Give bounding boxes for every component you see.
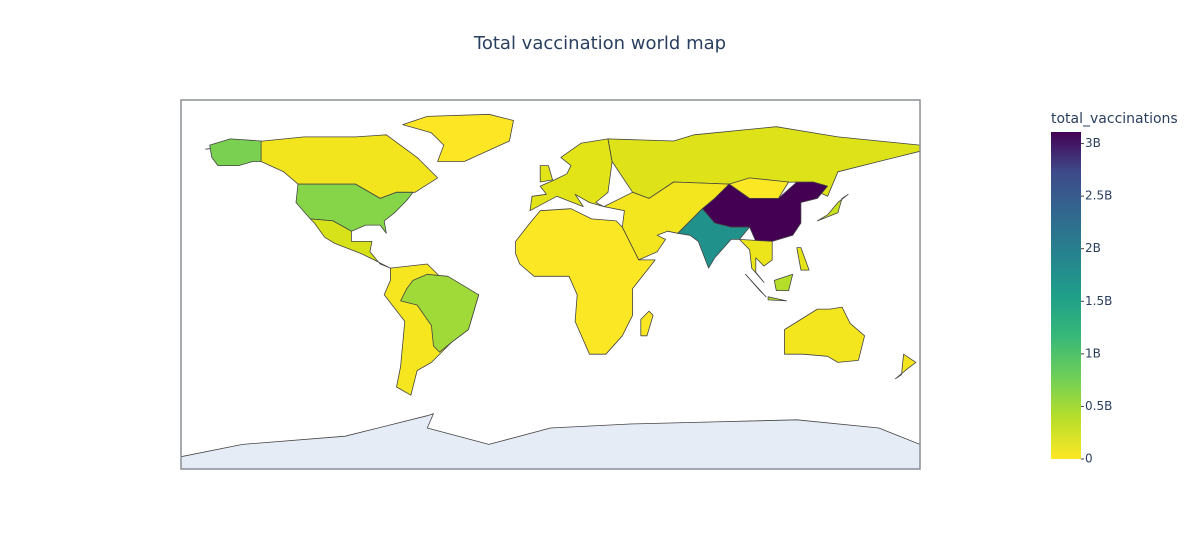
land-shape [539,165,553,183]
land-shape [784,306,865,363]
land-shape [773,273,794,292]
land-shape [739,238,773,283]
land-shape [677,208,750,269]
colorbar-tick-label: 2.5B [1085,189,1112,203]
land-shape [640,310,654,337]
colorbar-tick-label: 2B [1085,241,1101,255]
map-frame [180,99,921,470]
colorbar-tick-label: 0 [1085,452,1093,466]
land-shape [895,353,917,380]
land-shape [817,193,849,222]
land-shape [796,247,810,271]
land-shape [515,208,656,355]
colorbar-tick-label: 3B [1085,136,1101,150]
map-title: Total vaccination world map [473,33,726,54]
countries [181,113,920,469]
colorbar-tick-label: 0.5B [1085,399,1112,413]
land-shape [181,413,920,469]
land-shape [309,218,391,269]
land-shape [402,113,514,162]
land-shape [603,181,730,261]
land-shape [745,273,767,298]
colorbar-tick-label: 1.5B [1085,294,1112,308]
land-shape [400,273,480,353]
colorbar-title: total_vaccinations [1051,111,1178,127]
land-shape [767,296,787,302]
colorbar-tick-label: 1B [1085,346,1101,360]
colorbar [1051,132,1081,459]
land-shape [209,138,262,167]
